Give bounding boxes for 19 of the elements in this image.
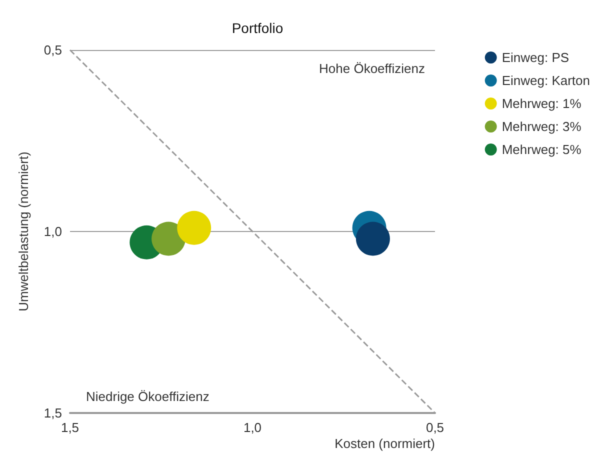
y-axis-title: Umweltbelastung (normiert): [16, 152, 31, 312]
legend-label: Mehrweg: 5%: [502, 142, 582, 157]
legend-label: Einweg: Karton: [502, 73, 590, 88]
point: [177, 210, 212, 245]
x-tick-label: 1,0: [243, 420, 262, 435]
x-axis-title: Kosten (normiert): [334, 436, 435, 451]
legend-label: Einweg: PS: [502, 50, 570, 65]
annotation: Niedrige Ökoeffizienz: [86, 389, 210, 404]
legend-label: Mehrweg: 3%: [502, 119, 582, 134]
y-tick-label: 0,5: [44, 42, 62, 58]
x-tick-label: 1,5: [60, 420, 80, 435]
point: [356, 222, 390, 256]
annotation: Hohe Ökoeffizienz: [319, 61, 426, 76]
chart-title: Portfolio: [232, 20, 284, 36]
y-tick-label: 1,5: [44, 406, 62, 420]
x-tick-label: 0,5: [426, 420, 444, 435]
y-tick-label: 1,0: [44, 224, 62, 239]
legend-label: Mehrweg: 1%: [502, 96, 582, 111]
point: [152, 222, 186, 256]
